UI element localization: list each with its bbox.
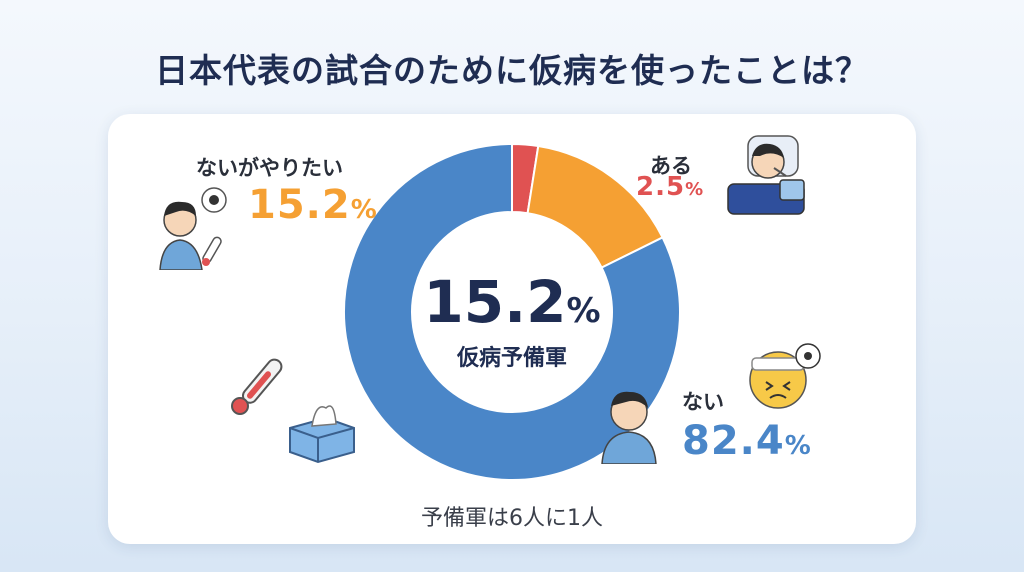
chart-title: 日本代表の試合のために仮病を使ったことは？ <box>155 51 869 90</box>
slice-value-yaritai: 15.2% <box>248 182 378 228</box>
slice-label-yaritai: ないがやりたい <box>196 156 343 180</box>
slice-label-aru: ある <box>650 154 692 178</box>
center-label: 仮病予備軍 <box>456 346 567 371</box>
thermometer-icon <box>231 358 283 415</box>
person-icon <box>601 391 657 464</box>
slice-value-nai: 82.4% <box>682 418 812 464</box>
donut-slice-nai <box>343 142 681 481</box>
footnote: 予備軍は6人に1人 <box>421 506 603 531</box>
slice-label-nai: ない <box>682 390 724 414</box>
sick-person-in-bed-icon <box>727 135 805 215</box>
sick-face-icon <box>749 343 821 409</box>
slice-value-aru: 2.5% <box>636 172 705 202</box>
tissue-box-icon <box>289 405 355 464</box>
person-thinking-icon <box>159 187 227 270</box>
center-value: 15.2% <box>423 268 601 336</box>
